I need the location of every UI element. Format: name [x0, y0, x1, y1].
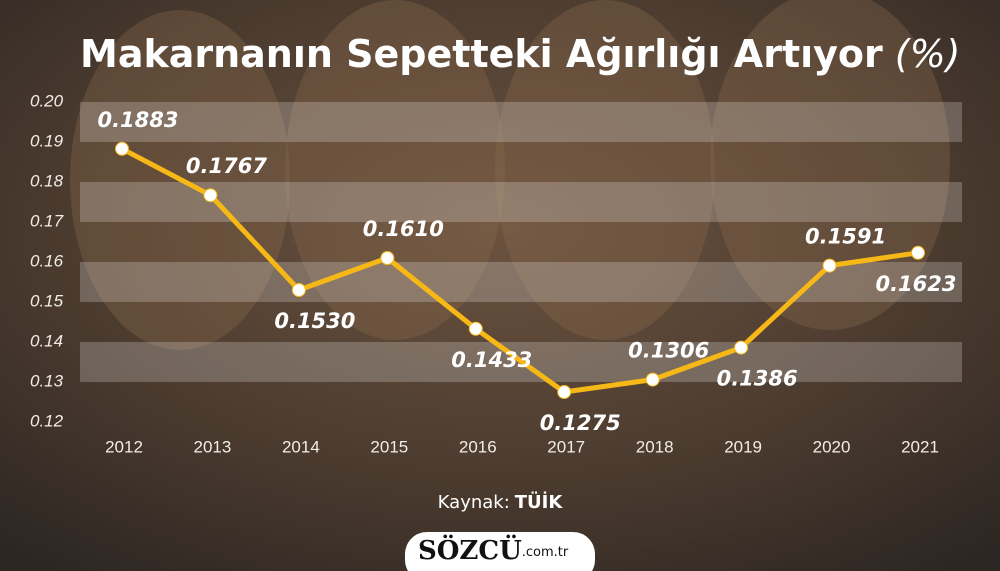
value-label: 0.1275 [540, 411, 621, 435]
brand-domain: .com.tr [522, 545, 569, 560]
x-tick-label: 2021 [901, 437, 939, 456]
value-label: 0.1591 [805, 225, 886, 249]
x-tick-label: 2013 [194, 437, 232, 456]
y-tick-label: 0.20 [30, 91, 64, 110]
value-label: 0.1883 [97, 108, 178, 132]
y-tick-label: 0.18 [30, 171, 64, 190]
x-tick-label: 2018 [636, 437, 674, 456]
point [822, 258, 837, 273]
logo-box [405, 532, 595, 571]
point [468, 321, 483, 336]
y-tick-label: 0.17 [30, 211, 64, 230]
value-label: 0.1386 [717, 367, 798, 391]
x-tick-label: 2019 [724, 437, 762, 456]
value-label: 0.1767 [186, 154, 267, 178]
x-tick-label: 2015 [370, 437, 408, 456]
value-label: 0.1530 [274, 309, 355, 333]
x-tick-label: 2012 [105, 437, 143, 456]
point [734, 340, 749, 355]
x-tick-label: 2020 [813, 437, 851, 456]
source-name: TÜİK [515, 491, 564, 513]
y-tick-label: 0.16 [30, 251, 64, 270]
point [380, 251, 395, 265]
line [120, 146, 919, 395]
value-label: 0.1306 [628, 339, 709, 363]
point [115, 141, 129, 156]
brand: SÖZCÜ [418, 534, 522, 566]
grid-band [80, 182, 962, 222]
bowl [710, 0, 950, 330]
value-label: 0.1610 [363, 217, 444, 241]
point [203, 188, 218, 203]
y-tick-label: 0.19 [30, 131, 64, 150]
x-tick-label: 2016 [459, 437, 497, 456]
y-tick-label: 0.13 [30, 371, 64, 390]
x-tick-label: 2014 [282, 437, 320, 456]
bowl [285, 0, 505, 340]
point [911, 245, 925, 260]
x-tick-label: 2017 [547, 437, 585, 456]
y-tick-label: 0.15 [30, 291, 64, 310]
title-unit: (%) [895, 32, 961, 76]
chart-title: Makarnanın Sepetteki Ağırlığı Artıyor (%) [80, 32, 961, 76]
point [645, 372, 660, 387]
point [291, 283, 306, 297]
source-label: Kaynak: [438, 492, 510, 513]
y-tick-label: 0.12 [30, 411, 64, 430]
bowl [495, 0, 715, 340]
logo: SÖZCÜ.com.tr [418, 534, 569, 566]
y-tick-label: 0.14 [30, 331, 63, 350]
grid-band [80, 102, 962, 142]
point [557, 385, 572, 399]
source: Kaynak: TÜİK [438, 491, 564, 513]
value-label: 0.1433 [451, 348, 532, 372]
value-label: 0.1623 [875, 272, 956, 296]
title-text: Makarnanın Sepetteki Ağırlığı Artıyor [80, 32, 883, 76]
